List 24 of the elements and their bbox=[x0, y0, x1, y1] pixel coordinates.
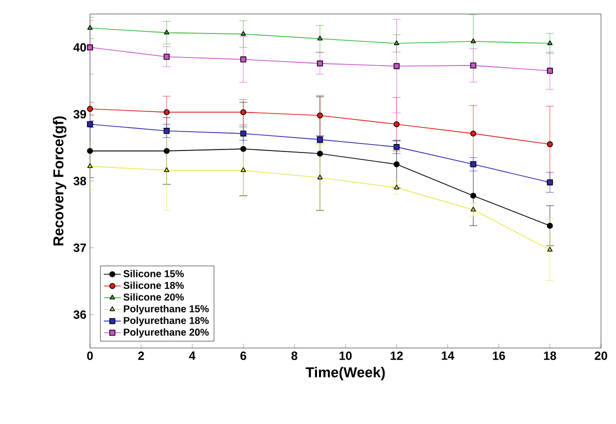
x-tick-label: 12 bbox=[390, 352, 403, 360]
y-axis-title: Recovery Force(gf) bbox=[52, 116, 66, 246]
x-tick-label: 8 bbox=[291, 352, 298, 360]
x-tick-label: 0 bbox=[87, 352, 93, 360]
legend-label: Silicone 18% bbox=[123, 282, 184, 289]
x-axis-title: Time(Week) bbox=[306, 366, 385, 380]
y-tick-label: 37 bbox=[73, 244, 86, 252]
x-tick-label: 14 bbox=[442, 352, 454, 360]
legend-label: Polyurethane 18% bbox=[124, 316, 209, 326]
y-tick-label: 39 bbox=[73, 110, 86, 118]
x-tick-label: 2 bbox=[138, 352, 144, 360]
x-tick-label: 6 bbox=[240, 352, 246, 360]
y-tick-label: 36 bbox=[73, 310, 86, 319]
legend-label: Polyurethane 20% bbox=[124, 328, 209, 338]
legend-label: Silicone 20% bbox=[123, 293, 184, 301]
x-tick-label: 10 bbox=[340, 352, 352, 360]
y-tick-label: 40 bbox=[73, 43, 86, 52]
x-tick-label: 4 bbox=[189, 352, 196, 360]
legend-label: Silicone 15% bbox=[123, 270, 184, 278]
legend-label: Polyurethane 15% bbox=[124, 305, 209, 314]
x-tick-label: 18 bbox=[544, 352, 556, 360]
x-tick-label: 20 bbox=[594, 352, 608, 360]
x-tick-label: 16 bbox=[492, 352, 506, 360]
y-tick-label: 38 bbox=[73, 176, 86, 186]
